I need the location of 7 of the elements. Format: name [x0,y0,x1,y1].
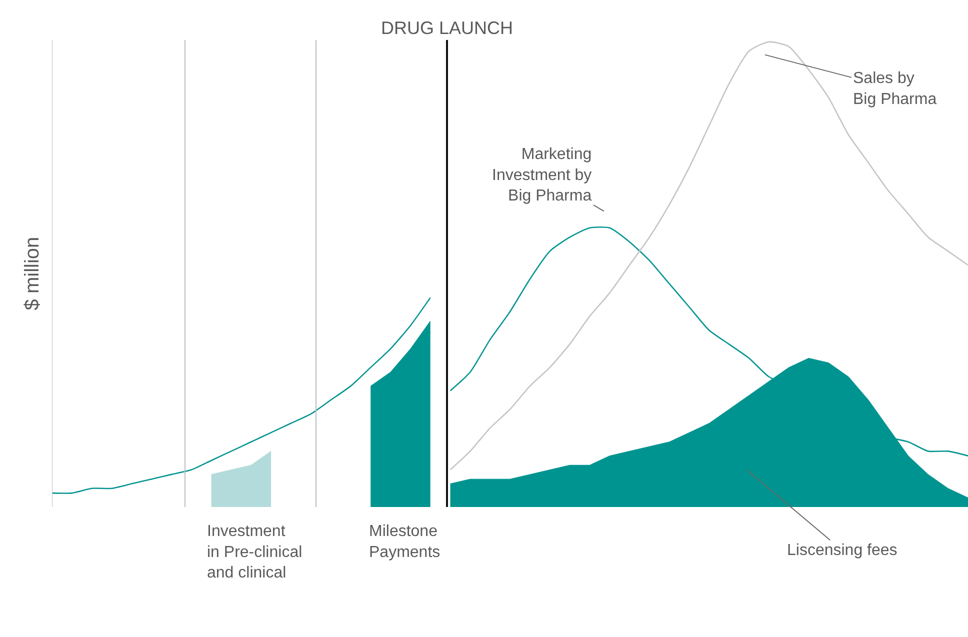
series-label: Marketing Investment by Big Pharma [492,146,592,205]
y-axis-title: $ million [22,236,44,310]
text: DRUG LAUNCH [381,18,514,38]
series-label: Milestone Payments [369,523,440,561]
series-label: Sales by Big Pharma [853,70,937,108]
text: Liscensing fees [787,542,898,559]
series-label: Investment in Pre-clinical and clinical [207,523,302,582]
